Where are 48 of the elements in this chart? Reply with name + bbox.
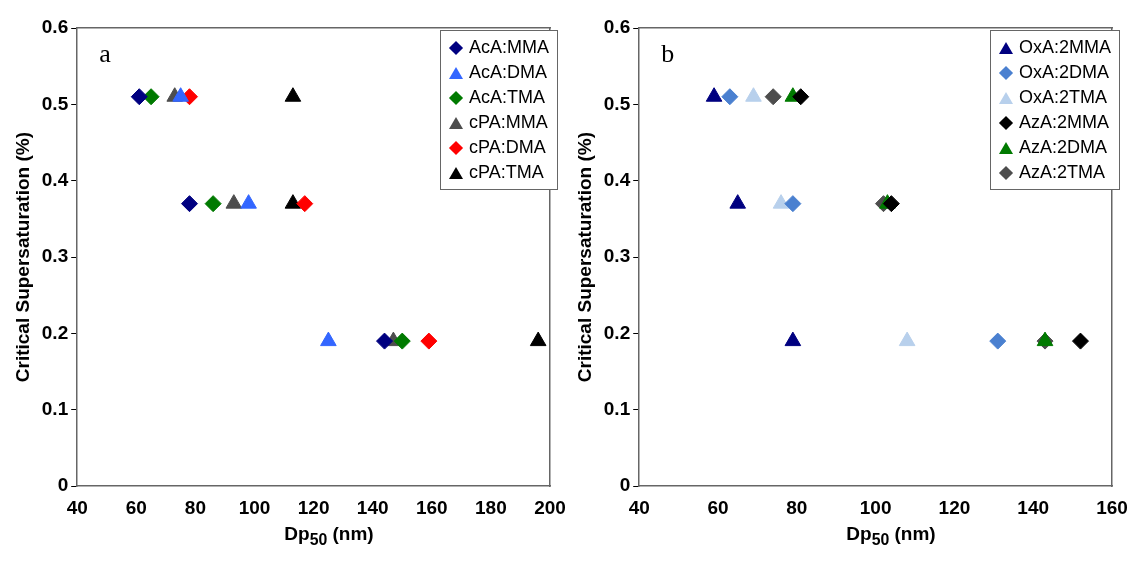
legend-label: AcA:TMA <box>468 86 545 109</box>
y-tick-label: 0.5 <box>603 92 631 114</box>
x-tick-label: 80 <box>786 496 808 518</box>
y-tick-label: 0.1 <box>603 398 631 420</box>
x-tick-label: 40 <box>66 496 88 518</box>
legend-label: OxA:2DMA <box>1018 61 1110 84</box>
legend-label: AcA:DMA <box>468 61 547 84</box>
x-tick-label: 100 <box>238 496 271 518</box>
legend-label: cPA:DMA <box>468 136 546 159</box>
y-tick-label: 0.2 <box>603 321 631 343</box>
x-tick-label: 200 <box>534 496 566 518</box>
x-tick-label: 60 <box>707 496 729 518</box>
x-tick-label: 120 <box>938 496 971 518</box>
x-tick-label: 160 <box>415 496 448 518</box>
y-axis-title: Critical Supersaturation (%) <box>573 131 595 383</box>
y-tick-label: 0.5 <box>41 92 69 114</box>
y-axis-title: Critical Supersaturation (%) <box>11 131 33 383</box>
y-tick-label: 0 <box>619 474 631 496</box>
legend-label: OxA:2MMA <box>1018 36 1111 59</box>
x-axis-title: Dp$_{50}$ (nm) <box>283 523 375 549</box>
legend-label: OxA:2TMA <box>1018 86 1107 109</box>
x-tick-label: 140 <box>356 496 389 518</box>
legend-label: AzA:2DMA <box>1018 136 1108 159</box>
x-tick-label: 160 <box>1096 496 1128 518</box>
x-tick-label: 140 <box>1017 496 1050 518</box>
legend-label: cPA:MMA <box>468 111 548 134</box>
y-tick-label: 0.4 <box>41 168 69 190</box>
y-tick-label: 0.6 <box>603 16 631 38</box>
y-tick-label: 0.3 <box>603 245 631 267</box>
legend-label: cPA:TMA <box>468 161 544 184</box>
x-tick-label: 40 <box>628 496 650 518</box>
x-tick-label: 60 <box>125 496 147 518</box>
legend-label: AzA:2MMA <box>1018 111 1110 134</box>
y-tick-label: 0.4 <box>603 168 631 190</box>
x-tick-label: 100 <box>859 496 892 518</box>
y-tick-label: 0.6 <box>41 16 69 38</box>
x-tick-label: 120 <box>297 496 330 518</box>
y-tick-label: 0 <box>57 474 69 496</box>
x-tick-label: 80 <box>184 496 206 518</box>
x-axis-title: Dp$_{50}$ (nm) <box>845 523 937 549</box>
annotation: a <box>99 38 112 68</box>
legend-label: AzA:2TMA <box>1018 161 1106 184</box>
legend-label: AcA:MMA <box>468 36 549 59</box>
y-tick-label: 0.2 <box>41 321 69 343</box>
annotation: b <box>661 38 675 68</box>
y-tick-label: 0.1 <box>41 398 69 420</box>
y-tick-label: 0.3 <box>41 245 69 267</box>
x-tick-label: 180 <box>475 496 507 518</box>
